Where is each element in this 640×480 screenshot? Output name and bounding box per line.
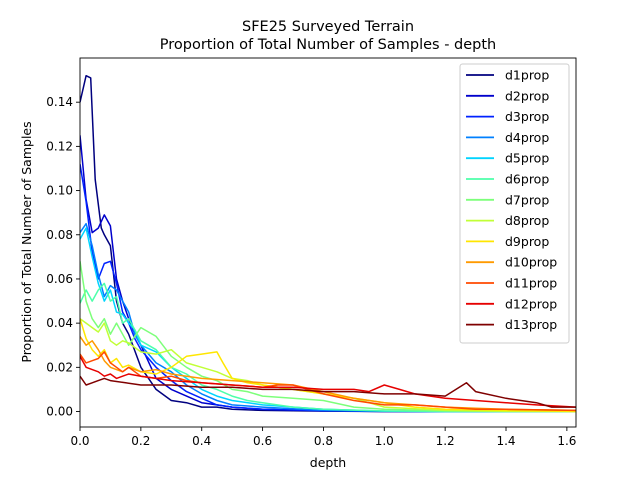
x-tick-label: 0.8 xyxy=(314,434,333,448)
y-axis-label: Proportion of Total Number of Samples xyxy=(19,121,34,362)
legend-label-d4prop: d4prop xyxy=(505,130,549,145)
legend-label-d3prop: d3prop xyxy=(505,109,549,124)
y-tick-label: 0.08 xyxy=(46,228,73,242)
series-line-d4prop xyxy=(80,222,576,413)
legend: d1prop d2prop d3prop d4prop d5prop d6prop d7pr… xyxy=(459,63,570,344)
y-tick-label: 0.12 xyxy=(46,139,73,153)
series-line-d13prop xyxy=(80,375,576,408)
legend-label-d7prop: d7prop xyxy=(505,192,549,207)
y-tick-label: 0.04 xyxy=(46,316,73,330)
y-tick-label: 0.06 xyxy=(46,272,73,286)
chart-subtitle: Proportion of Total Number of Samples - … xyxy=(160,37,497,53)
chart-title: SFE25 Surveyed Terrain xyxy=(242,19,414,35)
plot-area xyxy=(80,74,576,413)
x-tick-label: 0.2 xyxy=(131,434,150,448)
series-line-d12prop xyxy=(80,355,576,408)
legend-label-d12prop: d12prop xyxy=(505,296,557,311)
y-tick-label: 0.14 xyxy=(46,95,73,109)
x-tick-label: 0.6 xyxy=(253,434,272,448)
series-line-d7prop xyxy=(80,261,576,413)
legend-label-d13prop: d13prop xyxy=(505,317,557,332)
x-tick-label: 0.4 xyxy=(192,434,211,448)
legend-label-d6prop: d6prop xyxy=(505,172,549,187)
y-tick-label: 0.10 xyxy=(46,184,73,198)
legend-label-d8prop: d8prop xyxy=(505,213,549,228)
x-axis-label: depth xyxy=(310,455,346,470)
legend-label-d5prop: d5prop xyxy=(505,151,549,166)
legend-label-d1prop: d1prop xyxy=(505,68,549,83)
y-tick-label: 0.02 xyxy=(46,360,73,374)
legend-label-d10prop: d10prop xyxy=(505,255,557,270)
x-tick-label: 1.0 xyxy=(375,434,394,448)
y-tick-label: 0.00 xyxy=(46,405,73,419)
axes: 0.0 0.2 0.4 0.6 0.8 1.0 1.2 1.4 1.6 0.00 0.02 0.04 0… xyxy=(46,57,577,448)
legend-label-d2prop: d2prop xyxy=(505,88,549,103)
x-tick-label: 0.0 xyxy=(70,434,89,448)
plot-frame xyxy=(79,57,577,428)
legend-label-d9prop: d9prop xyxy=(505,234,549,249)
x-tick-label: 1.6 xyxy=(557,434,576,448)
x-tick-label: 1.2 xyxy=(436,434,455,448)
legend-box xyxy=(459,63,570,344)
legend-label-d11prop: d11prop xyxy=(505,276,557,291)
series-line-d6prop xyxy=(80,282,576,413)
x-tick-label: 1.4 xyxy=(496,434,515,448)
